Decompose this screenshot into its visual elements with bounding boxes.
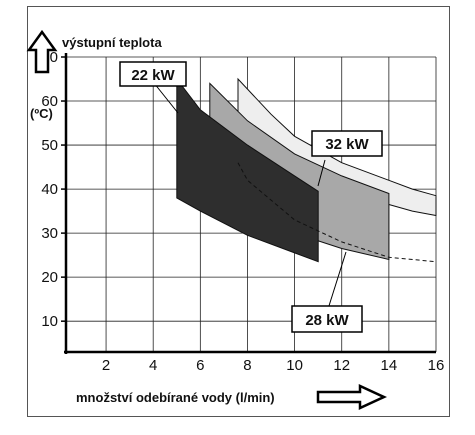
- x-tick-label: 12: [333, 357, 350, 374]
- y-tick-label: 40: [41, 181, 58, 198]
- y-axis-label: výstupní teplota: [62, 35, 162, 50]
- dashed-boundary-line: [237, 162, 437, 263]
- y-tick-label: 60: [41, 93, 58, 110]
- grid: [66, 56, 437, 352]
- x-tick-label: 14: [381, 357, 398, 374]
- y-tick-label: 20: [41, 269, 58, 286]
- x-tick-label: 10: [286, 357, 303, 374]
- area-22kw: [176, 77, 319, 263]
- label-box-22kw: [119, 61, 187, 87]
- series-labels: 22 kW 32 kW 28 kW: [119, 61, 383, 333]
- y-tick-label: 30: [41, 225, 58, 242]
- up-arrow-icon: [26, 29, 58, 74]
- x-tick-label: 6: [196, 357, 204, 374]
- series-label-32kw: 32 kW: [325, 136, 369, 153]
- x-tick-label: 8: [243, 357, 251, 374]
- axes: [64, 53, 436, 354]
- y-tick-label: 50: [41, 137, 58, 154]
- x-axis-label: množství odebírané vody (l/min): [76, 390, 275, 405]
- series-label-22kw: 22 kW: [131, 67, 175, 84]
- power-regions: [176, 77, 437, 263]
- label-box-32kw: [311, 130, 383, 157]
- right-arrow-icon: [316, 384, 388, 410]
- label-box-28kw: [291, 305, 363, 333]
- y-axis-unit: (ºC): [30, 106, 53, 121]
- x-tick-label: 2: [102, 357, 110, 374]
- series-label-28kw: 28 kW: [305, 312, 349, 329]
- x-tick-label: 4: [149, 357, 157, 374]
- x-tick-label: 16: [428, 357, 445, 374]
- y-tick-label: 10: [41, 313, 58, 330]
